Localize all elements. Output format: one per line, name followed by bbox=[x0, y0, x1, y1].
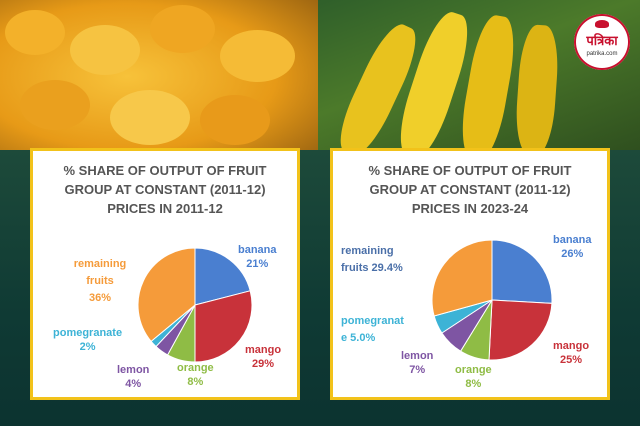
pie-slice-mango bbox=[488, 299, 553, 361]
slice-name: banana bbox=[553, 234, 592, 246]
mango-shape bbox=[5, 10, 65, 55]
header-photos bbox=[0, 0, 640, 170]
chart-card-2023-24: % SHARE OF OUTPUT OF FRUIT GROUP AT CONS… bbox=[330, 148, 610, 400]
slice-value: 4% bbox=[125, 378, 142, 390]
mango-shape bbox=[150, 5, 215, 53]
slice-name: pomegranate bbox=[53, 327, 123, 339]
slice-value: 2% bbox=[79, 341, 96, 353]
slice-value: 7% bbox=[409, 364, 426, 376]
slice-value: 8% bbox=[187, 376, 204, 388]
mango-shape bbox=[70, 25, 140, 75]
slice-name: mango bbox=[553, 340, 590, 352]
slice-label-orange: orange 8% bbox=[177, 361, 214, 389]
pie-slice-banana bbox=[194, 247, 251, 306]
chart-title-line: PRICES IN 2011-12 bbox=[107, 201, 223, 216]
slice-label-remaining: remaining fruits 36% bbox=[65, 256, 135, 307]
slice-value: fruits 29.4% bbox=[341, 262, 403, 274]
slice-name: pomegranat bbox=[341, 315, 404, 327]
chart-card-2011-12: % SHARE OF OUTPUT OF FRUIT GROUP AT CONS… bbox=[30, 148, 300, 400]
logo-emblem-icon bbox=[595, 20, 609, 28]
chart-title-line: GROUP AT CONSTANT (2011-12) bbox=[64, 182, 266, 197]
mango-photo bbox=[0, 0, 318, 170]
slice-label-remaining: remaining fruits 29.4% bbox=[341, 243, 403, 277]
slice-label-lemon: lemon 7% bbox=[401, 349, 433, 377]
chart-title: % SHARE OF OUTPUT OF FRUIT GROUP AT CONS… bbox=[39, 161, 291, 218]
pie-slice-banana bbox=[491, 239, 553, 304]
slice-label-mango: mango 25% bbox=[553, 339, 589, 367]
slice-name: lemon bbox=[117, 364, 150, 376]
slice-value: 36% bbox=[88, 292, 112, 304]
slice-name: orange bbox=[177, 362, 214, 374]
pie-chart-2011-12 bbox=[137, 247, 253, 363]
slice-label-lemon: lemon 4% bbox=[117, 363, 149, 391]
chart-title-line: % SHARE OF OUTPUT OF FRUIT bbox=[63, 163, 267, 178]
slice-label-orange: orange 8% bbox=[455, 363, 492, 391]
mango-shape bbox=[200, 95, 270, 145]
chart-title-line: PRICES IN 2023-24 bbox=[411, 201, 529, 216]
patrika-logo: पत्रिका patrika.com bbox=[574, 14, 630, 70]
pie-slice-remaining bbox=[137, 247, 196, 343]
pie-slice-remaining bbox=[431, 239, 493, 317]
slice-label-pomegranate: pomegranat e 5.0% bbox=[341, 313, 404, 347]
slice-name: banana bbox=[238, 244, 277, 256]
slice-label-mango: mango 29% bbox=[245, 343, 281, 371]
chart-title-line: GROUP AT CONSTANT (2011-12) bbox=[369, 182, 571, 197]
slice-label-pomegranate: pomegranate 2% bbox=[53, 326, 122, 354]
slice-label-banana: banana 21% bbox=[238, 243, 277, 271]
pie-chart-2023-24 bbox=[431, 239, 553, 361]
mango-shape bbox=[110, 90, 190, 145]
slice-label-banana: banana 26% bbox=[553, 233, 592, 261]
slice-name: remaining fruits bbox=[73, 258, 127, 287]
logo-name: पत्रिका bbox=[586, 34, 618, 49]
banana-shape bbox=[513, 23, 561, 157]
slice-value: 25% bbox=[560, 354, 583, 366]
logo-url: patrika.com bbox=[586, 51, 618, 57]
chart-title: % SHARE OF OUTPUT OF FRUIT GROUP AT CONS… bbox=[339, 161, 601, 218]
slice-value: e 5.0% bbox=[341, 332, 376, 344]
mango-shape bbox=[20, 80, 90, 130]
slice-name: mango bbox=[245, 344, 282, 356]
slice-value: 26% bbox=[561, 248, 584, 260]
slice-name: remaining bbox=[341, 245, 394, 257]
mango-shape bbox=[220, 30, 295, 82]
slice-value: 21% bbox=[246, 258, 269, 270]
slice-value: 8% bbox=[465, 378, 482, 390]
slice-name: lemon bbox=[401, 350, 434, 362]
slice-value: 29% bbox=[252, 358, 275, 370]
slice-name: orange bbox=[455, 364, 492, 376]
pie-slice-mango bbox=[194, 290, 253, 363]
chart-title-line: % SHARE OF OUTPUT OF FRUIT bbox=[368, 163, 572, 178]
